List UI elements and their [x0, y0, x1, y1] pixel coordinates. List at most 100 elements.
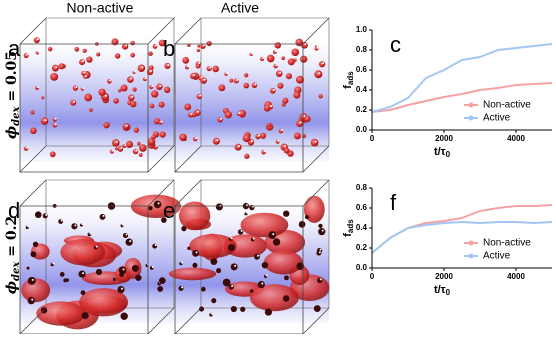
- particle-core: [95, 245, 98, 248]
- x-tick-label: 0: [370, 134, 375, 143]
- particle: [84, 93, 93, 102]
- particle: [230, 305, 237, 313]
- particle: [72, 85, 79, 91]
- particle: [304, 214, 310, 220]
- particle: [268, 231, 277, 239]
- particle: [133, 127, 139, 133]
- particle: [197, 44, 201, 48]
- particle: [80, 290, 86, 296]
- renders: a b d e: [8, 17, 330, 335]
- particle-core: [141, 66, 144, 69]
- particle: [89, 108, 93, 112]
- particle: [135, 274, 142, 281]
- particle: [272, 238, 281, 246]
- panel-label: a: [8, 36, 21, 61]
- particle-core: [199, 94, 202, 97]
- particle: [158, 101, 165, 108]
- particle-core: [265, 274, 268, 277]
- particle: [158, 39, 166, 47]
- particle: [234, 143, 242, 151]
- particle: [65, 278, 70, 282]
- particle-core: [277, 139, 280, 142]
- particle-core: [154, 244, 157, 247]
- particle: [195, 63, 201, 69]
- particle: [98, 88, 106, 96]
- particle: [74, 46, 80, 52]
- row-label-subscript: dex: [11, 261, 22, 281]
- particle-core: [134, 70, 137, 73]
- particle-core: [45, 213, 48, 216]
- particle: [122, 232, 129, 239]
- row-label-value: = 0.05: [4, 51, 20, 107]
- particle-core: [129, 240, 132, 243]
- y-tick-label: 0.8: [356, 45, 368, 54]
- particle: [103, 122, 110, 129]
- particle: [291, 48, 300, 57]
- legend-marker: [468, 102, 474, 108]
- particle-core: [111, 149, 114, 152]
- particle: [251, 82, 258, 89]
- particle: [130, 40, 135, 46]
- particle-core: [54, 117, 57, 120]
- particle-core: [109, 79, 112, 82]
- droplet: [263, 250, 303, 275]
- particle-core: [181, 286, 184, 289]
- particle: [237, 229, 244, 235]
- particle-core: [82, 60, 85, 63]
- particle-core: [238, 112, 241, 115]
- particle-core: [198, 61, 201, 64]
- particle-core: [74, 224, 77, 227]
- particle: [266, 123, 271, 128]
- particle: [196, 48, 201, 53]
- particle: [82, 48, 87, 53]
- particle: [179, 133, 187, 142]
- particle: [318, 94, 323, 99]
- particle: [267, 104, 274, 110]
- axes: [371, 30, 552, 131]
- droplet: [21, 278, 51, 303]
- particle: [233, 78, 239, 84]
- particle-core: [314, 140, 317, 143]
- particle: [192, 262, 198, 268]
- legend-label: Active: [483, 113, 511, 124]
- particle-core: [187, 65, 190, 68]
- particle: [181, 226, 187, 232]
- particle-core: [160, 120, 163, 123]
- droplet: [303, 195, 325, 223]
- particle-core: [193, 74, 196, 77]
- particle-core: [84, 75, 87, 78]
- particle: [242, 134, 251, 143]
- particle: [157, 286, 164, 292]
- particle: [118, 266, 127, 275]
- render-panel: b: [163, 17, 330, 173]
- particle-core: [254, 83, 257, 86]
- particle-core: [26, 53, 29, 56]
- particle: [70, 99, 77, 106]
- x-tick-label: 0: [370, 272, 375, 281]
- particle-core: [195, 137, 198, 140]
- y-tick-label: 0.2: [356, 243, 368, 252]
- particle-core: [82, 272, 85, 275]
- particle: [255, 134, 261, 140]
- particle: [187, 112, 194, 118]
- particle: [99, 213, 106, 220]
- particle: [48, 47, 53, 52]
- particle: [148, 51, 153, 56]
- legend-marker: [468, 240, 474, 246]
- y-axis-label-sub: ads: [346, 71, 355, 85]
- particle: [211, 298, 217, 304]
- particle: [79, 59, 86, 66]
- y-tick-label: 0.8: [356, 183, 368, 192]
- particle: [153, 200, 162, 209]
- particle-core: [263, 150, 266, 153]
- particle: [304, 115, 311, 123]
- particle: [159, 131, 166, 138]
- particle: [215, 203, 223, 211]
- particle: [161, 217, 167, 223]
- render-panel: d: [8, 179, 182, 335]
- particle-core: [220, 117, 223, 120]
- particle: [227, 243, 235, 251]
- particle: [257, 280, 265, 289]
- particle: [206, 40, 212, 47]
- particle-core: [226, 72, 229, 75]
